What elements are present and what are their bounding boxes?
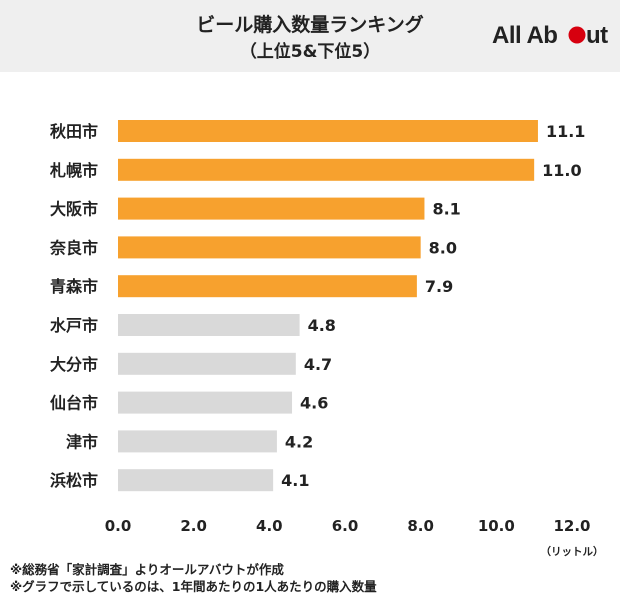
bar-4: [118, 275, 417, 298]
x-tick-label-2: 4.0: [256, 517, 283, 535]
chart-header: ビール購入数量ランキング （上位5&下位5） All Ab ut: [0, 0, 620, 72]
bar-2: [118, 197, 425, 220]
value-label-7: 4.6: [300, 394, 328, 413]
value-label-4: 7.9: [425, 277, 453, 296]
value-label-8: 4.2: [285, 432, 313, 451]
chart-subtitle: （上位5&下位5）: [239, 42, 381, 62]
x-tick-label-1: 2.0: [180, 517, 207, 535]
bar-6: [118, 352, 296, 375]
bar-3: [118, 236, 421, 259]
bar-8: [118, 430, 277, 453]
allabout-logo: All Ab ut: [492, 22, 609, 49]
bar-chart: 秋田市 11.1 札幌市 11.0 大阪市 8.1 奈良市 8.0 青森市 7.9 水戸市 4.8 大分…: [49, 120, 604, 558]
value-label-2: 8.1: [432, 200, 460, 219]
category-label-6: 大分市: [50, 355, 98, 374]
footnotes: ※総務省「家計調査」よりオールアバウトが作成 ※グラフで示しているのは、1年間あ…: [10, 561, 377, 595]
category-label-2: 大阪市: [50, 200, 98, 219]
footnote-source: ※総務省「家計調査」よりオールアバウトが作成: [10, 562, 284, 577]
x-axis: 0.0 2.0 4.0 6.0 8.0 10.0 12.0: [105, 517, 591, 535]
category-label-4: 青森市: [50, 277, 98, 296]
bars-layer: [118, 120, 538, 492]
bar-9: [118, 469, 274, 492]
value-label-5: 4.8: [308, 316, 336, 335]
x-tick-label-3: 6.0: [332, 517, 359, 535]
category-label-8: 津市: [66, 432, 98, 451]
x-tick-label-4: 8.0: [407, 517, 434, 535]
category-label-1: 札幌市: [49, 161, 98, 180]
svg-text:ut: ut: [586, 22, 608, 49]
x-axis-unit-label: （リットル）: [541, 545, 604, 558]
value-label-9: 4.1: [281, 471, 309, 490]
x-tick-label-0: 0.0: [105, 517, 132, 535]
x-tick-label-6: 12.0: [553, 517, 590, 535]
labels-layer: 秋田市 11.1 札幌市 11.0 大阪市 8.1 奈良市 8.0 青森市 7.9 水戸市 4.8 大分…: [49, 122, 585, 490]
bar-0: [118, 120, 538, 142]
footnote-description: ※グラフで示しているのは、1年間あたりの1人あたりの購入数量: [10, 579, 377, 594]
bar-5: [118, 314, 300, 336]
value-label-0: 11.1: [546, 122, 585, 141]
value-label-3: 8.0: [429, 238, 457, 257]
svg-text:All Ab: All Ab: [492, 22, 557, 49]
category-label-3: 奈良市: [49, 238, 98, 257]
category-label-9: 浜松市: [50, 471, 98, 490]
value-label-1: 11.0: [542, 161, 581, 180]
bar-7: [118, 391, 293, 414]
category-label-5: 水戸市: [50, 316, 98, 335]
value-label-6: 4.7: [304, 355, 332, 374]
chart-title: ビール購入数量ランキング: [196, 14, 424, 36]
category-label-0: 秋田市: [50, 122, 98, 141]
category-label-7: 仙台市: [50, 394, 98, 413]
bar-1: [118, 158, 535, 181]
x-tick-label-5: 10.0: [478, 517, 515, 535]
